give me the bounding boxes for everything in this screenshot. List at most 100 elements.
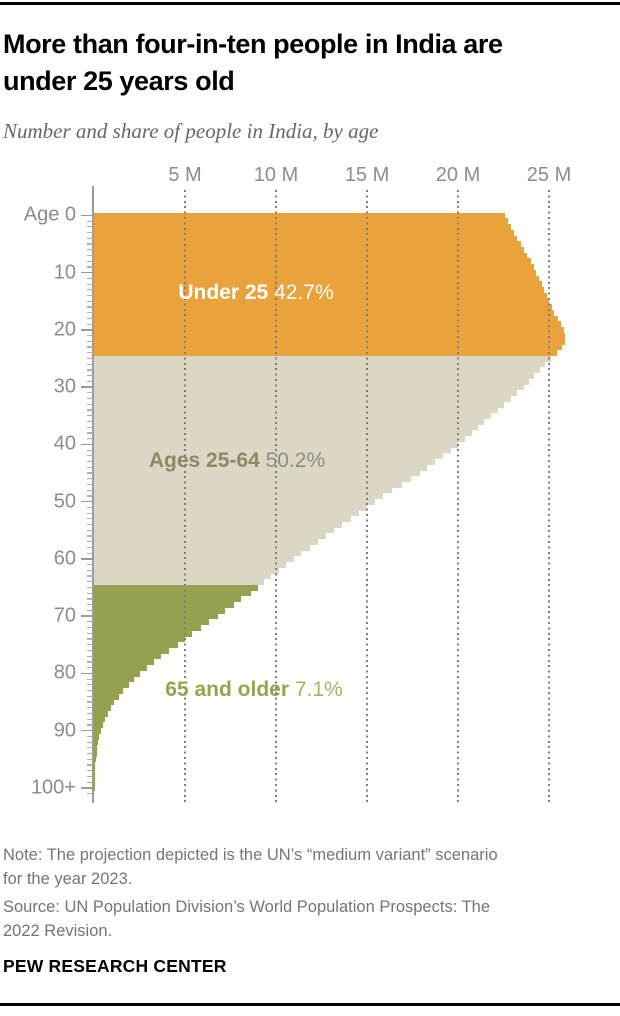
age-bar-11 [94,275,539,282]
y-axis-minor-tick [87,546,93,549]
age-bar-41 [94,447,451,454]
y-axis-tick-label: 40 [53,432,76,455]
y-axis-minor-tick [87,398,93,400]
y-axis-minor-tick [87,375,93,377]
age-bar-78 [94,659,155,666]
y-axis-minor-tick [87,306,93,308]
note-line2: for the year 2023. [3,870,133,888]
age-bar-89 [94,722,103,729]
age-bar-72 [94,624,202,631]
age-bar-33 [94,401,505,408]
y-axis-minor-tick [87,564,93,566]
y-axis-major-tick [81,329,93,331]
age-bar-91 [94,733,100,740]
y-axis-tick-label: 20 [53,318,76,341]
age-bar-68 [94,601,235,608]
y-axis-minor-tick [87,775,93,778]
age-bar-74 [94,636,185,643]
y-axis-minor-tick [87,312,93,314]
y-axis-minor-tick [87,455,93,457]
y-axis-minor-tick [87,684,93,686]
pew-research-center-wordmark: PEW RESEARCH CENTER [3,956,227,976]
age-bar-15 [94,298,549,305]
source-line1: Source: UN Population Division’s World P… [3,898,490,916]
age-bar-73 [94,630,193,637]
age-bar-48 [94,487,393,494]
age-bar-25 [94,355,551,362]
y-axis-minor-tick [87,403,93,405]
age-bar-8 [94,258,531,265]
x-axis-tick-label: 10 M [253,164,299,186]
y-axis-minor-tick [87,489,93,491]
age-bar-67 [94,596,242,603]
age-bar-35 [94,412,491,419]
y-axis-tick-label: 50 [53,490,76,513]
age-bar-97 [94,767,96,774]
y-axis-minor-tick [87,523,93,526]
age-bar-69 [94,607,226,614]
age-bar-100 [94,785,95,792]
gridline [548,190,550,805]
age-bar-45 [94,470,420,477]
age-bar-29 [94,378,529,385]
age-bar-86 [94,704,111,711]
y-axis-minor-tick [87,793,93,795]
age-bar-23 [94,344,562,351]
y-axis-minor-tick [87,317,93,320]
age-bar-22 [94,338,566,345]
y-axis-minor-tick [87,283,93,285]
y-axis-minor-tick [87,340,93,342]
y-axis-minor-tick [87,323,93,325]
y-axis-major-tick [81,271,93,274]
age-bar-50 [94,498,376,505]
y-axis-minor-tick [87,609,93,611]
y-axis-major-tick [81,672,93,675]
age-bar-14 [94,292,548,299]
age-bar-24 [94,350,558,357]
age-bar-63 [94,573,272,580]
y-axis-minor-tick [87,735,93,737]
chart-title: More than four-in-ten people in India ar… [3,26,619,100]
y-axis-minor-tick [87,541,93,543]
y-axis-minor-tick [87,260,93,262]
segment-share: 42.7% [274,281,334,304]
y-axis-minor-tick [87,581,93,583]
gridline [366,190,368,805]
age-bar-90 [94,727,101,734]
y-axis-minor-tick [87,695,93,697]
segment-share: 7.1% [294,678,343,701]
y-axis-major-tick [81,558,93,560]
y-axis-minor-tick [87,770,93,772]
y-axis-minor-tick [87,586,93,589]
age-bar-19 [94,321,561,328]
y-axis-tick-label: 60 [53,547,76,570]
age-bar-37 [94,424,479,431]
age-bar-30 [94,384,524,391]
y-axis-major-tick [81,729,93,732]
y-axis-minor-tick [87,352,93,354]
age-bar-77 [94,653,162,660]
y-axis-minor-tick [87,764,93,766]
y-axis-minor-tick [87,752,93,755]
y-axis-minor-tick [87,689,93,692]
age-bar-87 [94,710,108,717]
age-bar-98 [94,773,95,780]
y-axis-minor-tick [87,655,93,657]
x-axis-tick-label: 25 M [526,164,572,186]
age-bar-0 [94,212,506,219]
age-bar-57 [94,538,318,545]
age-bar-49 [94,493,384,500]
age-bar-39 [94,435,466,442]
age-bar-46 [94,475,411,482]
age-bar-6 [94,246,524,253]
note-line1: Note: The projection depicted is the UN’… [3,846,498,864]
gridline [184,190,186,805]
age-bar-21 [94,332,566,339]
source-line2: 2022 Revision. [3,922,113,940]
age-bar-26 [94,361,546,368]
age-bar-95 [94,756,96,763]
age-bar-17 [94,309,555,316]
segment-name: Ages 25-64 [148,449,266,472]
age-bar-88 [94,716,105,723]
age-bar-79 [94,664,147,671]
